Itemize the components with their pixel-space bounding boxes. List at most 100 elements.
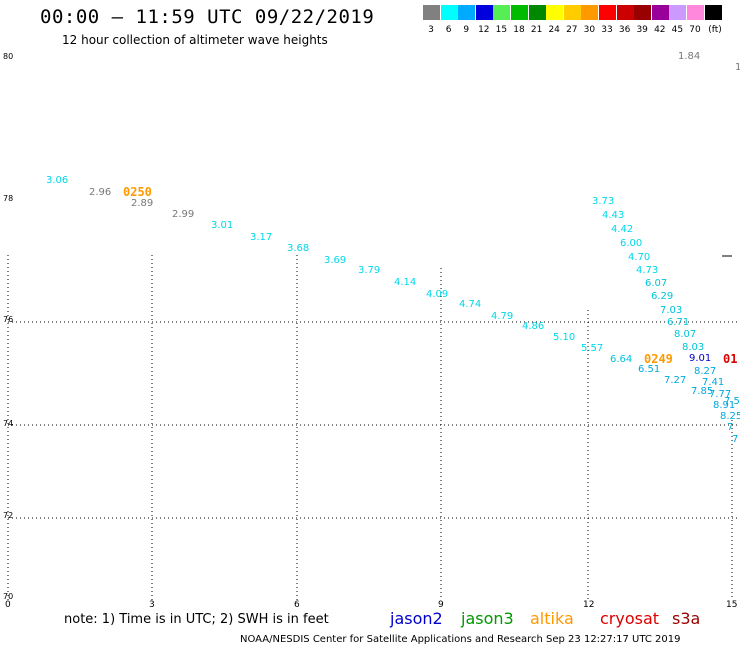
swh-value: 4.74 — [459, 299, 482, 310]
scale-label: 36 — [618, 25, 631, 35]
swh-value: 5.57 — [581, 343, 604, 354]
swh-value: 1 — [735, 62, 740, 73]
swh-value: 4.09 — [426, 289, 449, 300]
scale-label: 9 — [463, 25, 470, 35]
pass-label: 01 — [723, 352, 738, 366]
scale-swatch — [616, 5, 634, 20]
scale-label: 42 — [654, 25, 666, 35]
scale-swatch — [704, 5, 722, 20]
scale-label: 45 — [671, 25, 684, 35]
scale-swatch — [651, 5, 669, 20]
scale-label: 12 — [478, 25, 490, 35]
swh-value: 8.07 — [674, 329, 697, 340]
scale-swatch — [511, 5, 528, 20]
map-title: 00:00 – 11:59 UTC 09/22/2019 — [40, 6, 375, 28]
swh-value: 3.17 — [250, 232, 273, 243]
lon-label-15: 15 — [726, 600, 738, 610]
scale-swatch — [634, 5, 652, 20]
note-text: note: 1) Time is in UTC; 2) SWH is in fe… — [64, 612, 329, 627]
lon-label-6: 6 — [294, 600, 300, 610]
swh-value: 7.41 — [702, 377, 725, 388]
lat-label-78: 78 — [3, 194, 14, 203]
pass-label: 0250 — [123, 185, 152, 199]
credit-footer: NOAA/NESDIS Center for Satellite Applica… — [240, 634, 681, 645]
swh-value: 7.85 — [691, 386, 714, 397]
swh-value: 1.84 — [678, 51, 701, 62]
swh-value: 7 — [732, 434, 739, 445]
swh-value: 5.10 — [553, 332, 576, 343]
swh-value: 3.68 — [287, 243, 310, 254]
lat-label-76: 76 — [3, 315, 14, 324]
swh-value: 3.79 — [358, 265, 381, 276]
swh-value: 8.91 — [713, 400, 736, 411]
scale-unit: (ft) — [708, 25, 722, 35]
legend-s3a: s3a — [672, 609, 701, 628]
swh-value: 6.51 — [638, 364, 661, 375]
swh-value: 4.79 — [491, 311, 514, 322]
scale-label: 6 — [445, 25, 452, 35]
legend-jason2: jason2 — [390, 609, 443, 628]
scale-label: 3 — [428, 25, 434, 35]
scale-swatch — [581, 5, 599, 20]
swh-value: 8.03 — [682, 342, 705, 353]
swh-value: 7.03 — [660, 305, 683, 316]
swh-value: 4.42 — [611, 224, 634, 235]
swh-value: 8.27 — [694, 366, 717, 377]
lat-label-74: 74 — [3, 419, 14, 428]
scale-swatch — [546, 5, 564, 20]
scale-swatch — [669, 5, 687, 20]
swh-value: 3.73 — [592, 196, 615, 207]
scale-label: 30 — [583, 25, 596, 35]
swh-value: 6.00 — [620, 238, 643, 249]
swh-value: 6.29 — [651, 291, 674, 302]
scale-label: 18 — [513, 25, 525, 35]
swh-value: 4.86 — [522, 321, 545, 332]
swh-value: 2.89 — [131, 198, 154, 209]
scale-label: 21 — [530, 25, 543, 35]
swh-value: 7.77 — [709, 389, 732, 400]
lat-label-72: 72 — [3, 511, 14, 520]
scale-label: 24 — [548, 25, 560, 35]
swh-value: 6.64 — [610, 354, 633, 365]
swh-value: 4.70 — [628, 252, 651, 263]
swh-value: 9.01 — [689, 353, 712, 364]
lat-label-80: 80 — [3, 52, 14, 61]
scale-swatch — [440, 5, 458, 20]
swh-value: 4.43 — [602, 210, 625, 221]
scale-swatch — [563, 5, 581, 20]
swh-value: 7.56 — [724, 396, 740, 407]
legend-altika: altika — [530, 609, 574, 628]
pass-label: 0249 — [644, 352, 673, 366]
scale-swatch — [687, 5, 704, 20]
swh-value: 2.99 — [172, 209, 195, 220]
lat-label-70: 70 — [3, 592, 14, 601]
scale-swatch — [528, 5, 546, 20]
scale-label: 27 — [566, 25, 578, 35]
lon-label-9: 9 — [438, 600, 444, 610]
swh-value: 8.25 — [720, 411, 740, 422]
lon-label-12: 12 — [583, 600, 595, 610]
lon-label-3: 3 — [149, 600, 155, 610]
swh-value: 4.73 — [636, 265, 659, 276]
scale-label: 15 — [495, 25, 508, 35]
scale-label: 33 — [601, 25, 613, 35]
swh-value: 3.06 — [46, 175, 69, 186]
swh-value: 2.96 — [89, 187, 112, 198]
swh-value: 7.27 — [664, 375, 687, 386]
swh-value: 4.14 — [394, 277, 417, 288]
scale-label: 39 — [636, 25, 648, 35]
swh-value: 3.01 — [211, 220, 234, 231]
swh-value: 6.71 — [667, 317, 690, 328]
legend-jason3: jason3 — [461, 609, 514, 628]
scale-swatch — [493, 5, 511, 20]
scale-label: 70 — [689, 25, 701, 35]
scale-swatch — [423, 5, 440, 20]
scale-swatch — [458, 5, 476, 20]
lon-label-0: 0 — [5, 600, 11, 610]
scale-swatch — [599, 5, 616, 20]
scale-swatch — [475, 5, 493, 20]
swh-value: 6.07 — [645, 278, 668, 289]
legend-cryosat: cryosat — [600, 609, 660, 628]
